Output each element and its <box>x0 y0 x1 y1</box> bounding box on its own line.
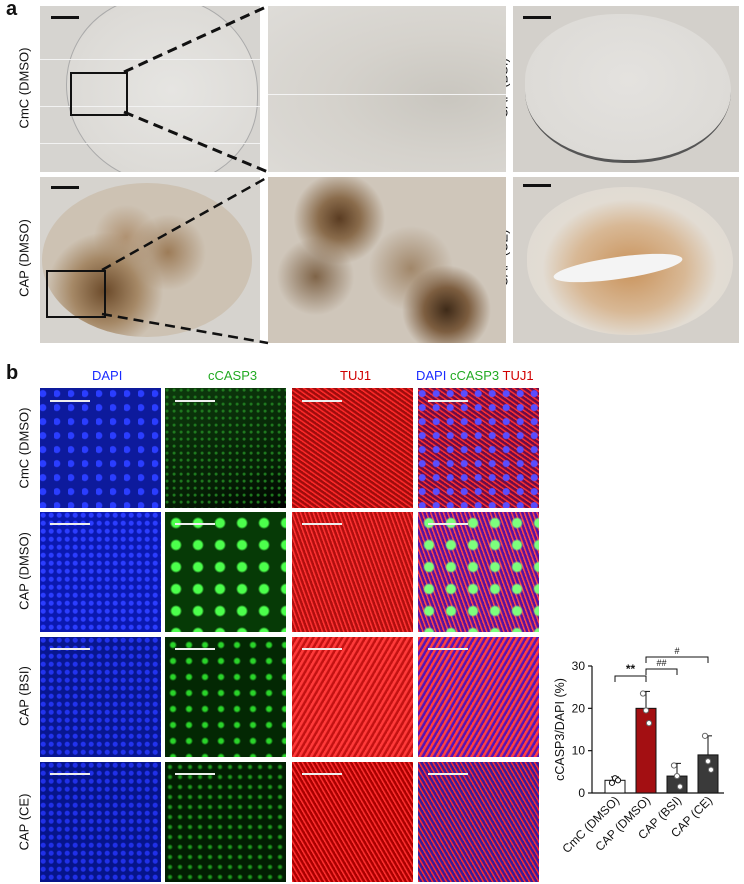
panel-a-letter: a <box>6 0 18 20</box>
scale-bar <box>175 648 215 650</box>
panel-b-row-label-3: CAP (BSI) <box>16 666 32 726</box>
tuj1-image-row-3 <box>292 637 413 757</box>
panel-b-row-label-2: CAP (DMSO) <box>16 532 32 610</box>
scale-bar <box>175 773 215 775</box>
y-tick-label: 10 <box>572 744 586 758</box>
scale-bar <box>523 184 551 187</box>
column-header-dapi: DAPI <box>92 368 123 383</box>
panel-b-row-label-1: CmC (DMSO) <box>16 407 32 489</box>
data-point <box>614 777 622 784</box>
data-point <box>673 772 681 780</box>
dapi-image-row-2 <box>40 512 161 632</box>
scale-bar <box>302 400 342 402</box>
tuj1-image-row-2 <box>292 512 413 632</box>
ccasp3-image-row-1 <box>165 388 286 508</box>
scale-bar <box>51 186 79 189</box>
dapi-image-row-3 <box>40 637 161 757</box>
merge-image-row-3 <box>418 637 539 757</box>
scale-bar <box>51 16 79 19</box>
dapi-image-row-4 <box>40 762 161 882</box>
merge-header-ccasp3: cCASP3 <box>449 368 500 383</box>
column-header-ccasp3: cCASP3 <box>208 368 258 383</box>
cap-ce-image <box>513 177 739 343</box>
scale-bar <box>428 773 468 775</box>
data-point <box>639 690 647 697</box>
y-tick-label: 20 <box>572 701 586 715</box>
scale-bar <box>50 648 90 650</box>
dapi-image-row-1 <box>40 388 161 508</box>
tuj1-image-row-1 <box>292 388 413 508</box>
scale-bar <box>428 400 468 402</box>
scale-bar <box>523 16 551 19</box>
scale-bar <box>302 648 342 650</box>
ccasp3-image-row-3 <box>165 637 286 757</box>
merge-image-row-4 <box>418 762 539 882</box>
merge-image-row-2 <box>418 512 539 632</box>
scale-bar <box>428 648 468 650</box>
zoom-lines <box>101 4 269 345</box>
zoom-box <box>70 72 128 116</box>
zoom-box <box>46 270 106 318</box>
ccasp3-image-row-2 <box>165 512 286 632</box>
y-tick-label: 30 <box>572 659 586 673</box>
significance-label: # <box>674 646 679 656</box>
column-header-tuj1: TUJ1 <box>340 368 372 383</box>
data-point <box>608 779 616 786</box>
cap-dmso-overview-image <box>40 177 260 343</box>
cap-dmso-zoom-image <box>268 177 506 343</box>
panel-b-row-label-4: CAP (CE) <box>16 793 32 851</box>
merge-header-dapi: DAPI <box>416 368 447 383</box>
y-tick-label: 0 <box>578 786 585 800</box>
bar <box>635 707 657 794</box>
significance-bracket <box>645 668 678 675</box>
panel-b-letter: b <box>6 362 19 384</box>
scale-bar <box>50 773 90 775</box>
significance-label: ## <box>656 658 666 668</box>
data-point <box>670 762 678 769</box>
y-axis-label: cCASP3/DAPI (%) <box>553 678 567 781</box>
data-point <box>707 766 715 773</box>
cap-bsi-image <box>513 6 739 172</box>
tuj1-image-row-4 <box>292 762 413 882</box>
significance-bracket <box>614 675 647 682</box>
merge-image-row-1 <box>418 388 539 508</box>
significance-bracket <box>645 656 709 663</box>
scale-bar <box>50 400 90 402</box>
bar <box>697 754 719 794</box>
significance-label: ** <box>626 662 636 676</box>
scale-bar <box>175 400 215 402</box>
data-point <box>701 732 709 739</box>
merge-header-tuj1: TUJ1 <box>502 368 534 383</box>
scale-bar <box>428 523 468 525</box>
column-header-merge: DAPI cCASP3 TUJ1 <box>416 368 534 383</box>
scale-bar <box>50 523 90 525</box>
data-point <box>676 783 684 790</box>
scale-bar <box>302 523 342 525</box>
data-point <box>645 720 653 727</box>
scale-bar <box>302 773 342 775</box>
cmc-dmso-zoom-image <box>268 6 506 172</box>
cmc-dmso-overview-image <box>40 6 260 172</box>
scale-bar <box>175 523 215 525</box>
data-point <box>642 707 650 714</box>
data-point <box>704 758 712 765</box>
ccasp3-image-row-4 <box>165 762 286 882</box>
